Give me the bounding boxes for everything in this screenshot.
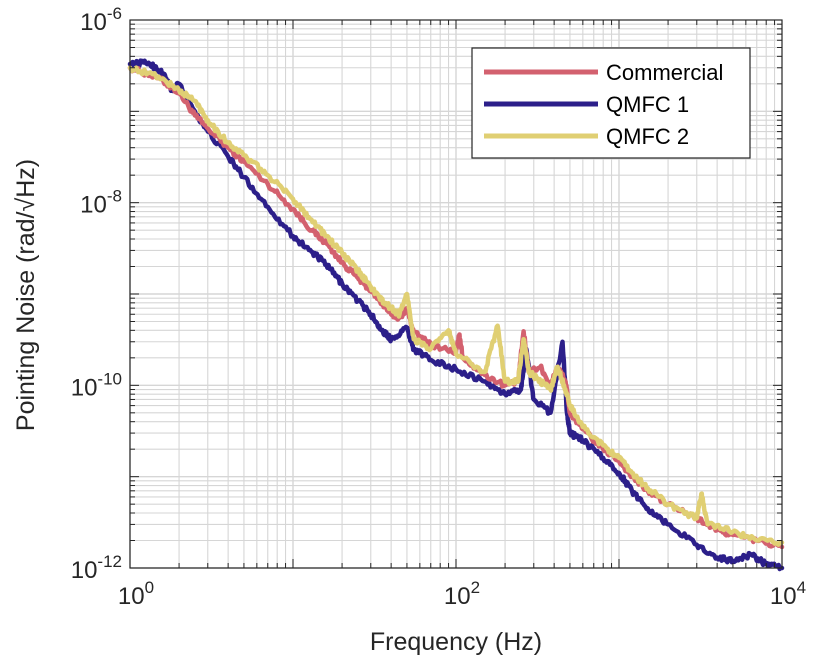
- x-tick-label: 102: [444, 578, 480, 610]
- y-tick-label: 10-12: [71, 552, 122, 584]
- series-line-commercial: [127, 65, 785, 550]
- legend: Commercial QMFC 1 QMFC 2: [471, 47, 751, 159]
- legend-label: QMFC 1: [606, 92, 689, 117]
- x-axis-title: Frequency (Hz): [370, 628, 542, 656]
- y-tick-label: 10-8: [80, 187, 122, 219]
- tick-labels: 100 102 104 10-12 10-10 10-8 10-6: [71, 4, 806, 610]
- legend-label: Commercial: [606, 60, 723, 85]
- y-tick-label: 10-10: [71, 369, 122, 401]
- series-lines: [127, 58, 785, 572]
- y-tick-label: 10-6: [80, 4, 122, 36]
- x-tick-label: 104: [770, 578, 806, 610]
- legend-label: QMFC 2: [606, 124, 689, 149]
- y-axis-title: Pointing Noise (rad/√Hz): [12, 159, 40, 431]
- series-line-qmfc-2: [127, 65, 785, 547]
- grid-lines: [129, 20, 782, 569]
- series-line-qmfc-1: [127, 58, 785, 572]
- x-tick-label: 100: [118, 578, 154, 610]
- axis-ticks: [129, 20, 782, 569]
